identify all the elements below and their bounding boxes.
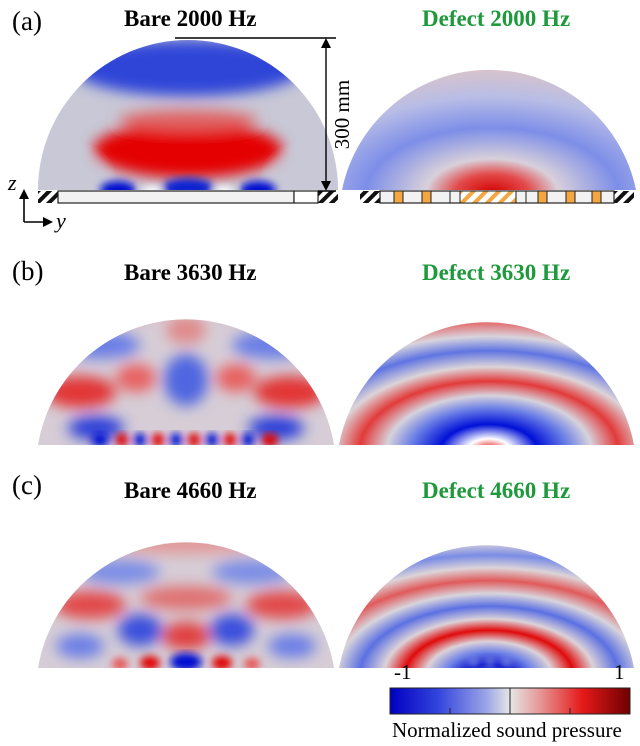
field-defect-4660 xyxy=(339,545,634,668)
colorbar xyxy=(389,687,631,715)
title-bare-2000: Bare 2000 Hz xyxy=(124,6,257,31)
panel-label-b: (b) xyxy=(12,256,44,286)
title-defect-2000: Defect 2000 Hz xyxy=(422,6,571,31)
colorbar-label: Normalized sound pressure xyxy=(392,718,622,742)
title-bare-3630: Bare 3630 Hz xyxy=(124,260,257,285)
axis-label-z: z xyxy=(8,170,17,195)
panel-label-a: (a) xyxy=(12,6,42,36)
plate-bare xyxy=(38,190,338,204)
field-defect-3630 xyxy=(339,322,634,445)
title-defect-4660: Defect 4660 Hz xyxy=(422,478,571,503)
field-bare-2000 xyxy=(38,40,338,190)
title-bare-4660: Bare 4660 Hz xyxy=(124,478,257,503)
axis-arrows xyxy=(19,189,53,227)
dimension-arrow xyxy=(175,37,336,192)
title-defect-3630: Defect 3630 Hz xyxy=(422,260,571,285)
field-bare-3630 xyxy=(38,319,334,445)
colorbar-min-label: -1 xyxy=(394,660,412,684)
dimension-label: 300 mm xyxy=(330,79,355,150)
panel-label-c: (c) xyxy=(12,470,42,500)
plate-defect xyxy=(360,190,634,204)
axis-label-y: y xyxy=(56,208,66,233)
field-bare-4660 xyxy=(38,542,334,668)
field-defect-2000 xyxy=(342,69,636,190)
colorbar-max-label: 1 xyxy=(614,660,625,684)
